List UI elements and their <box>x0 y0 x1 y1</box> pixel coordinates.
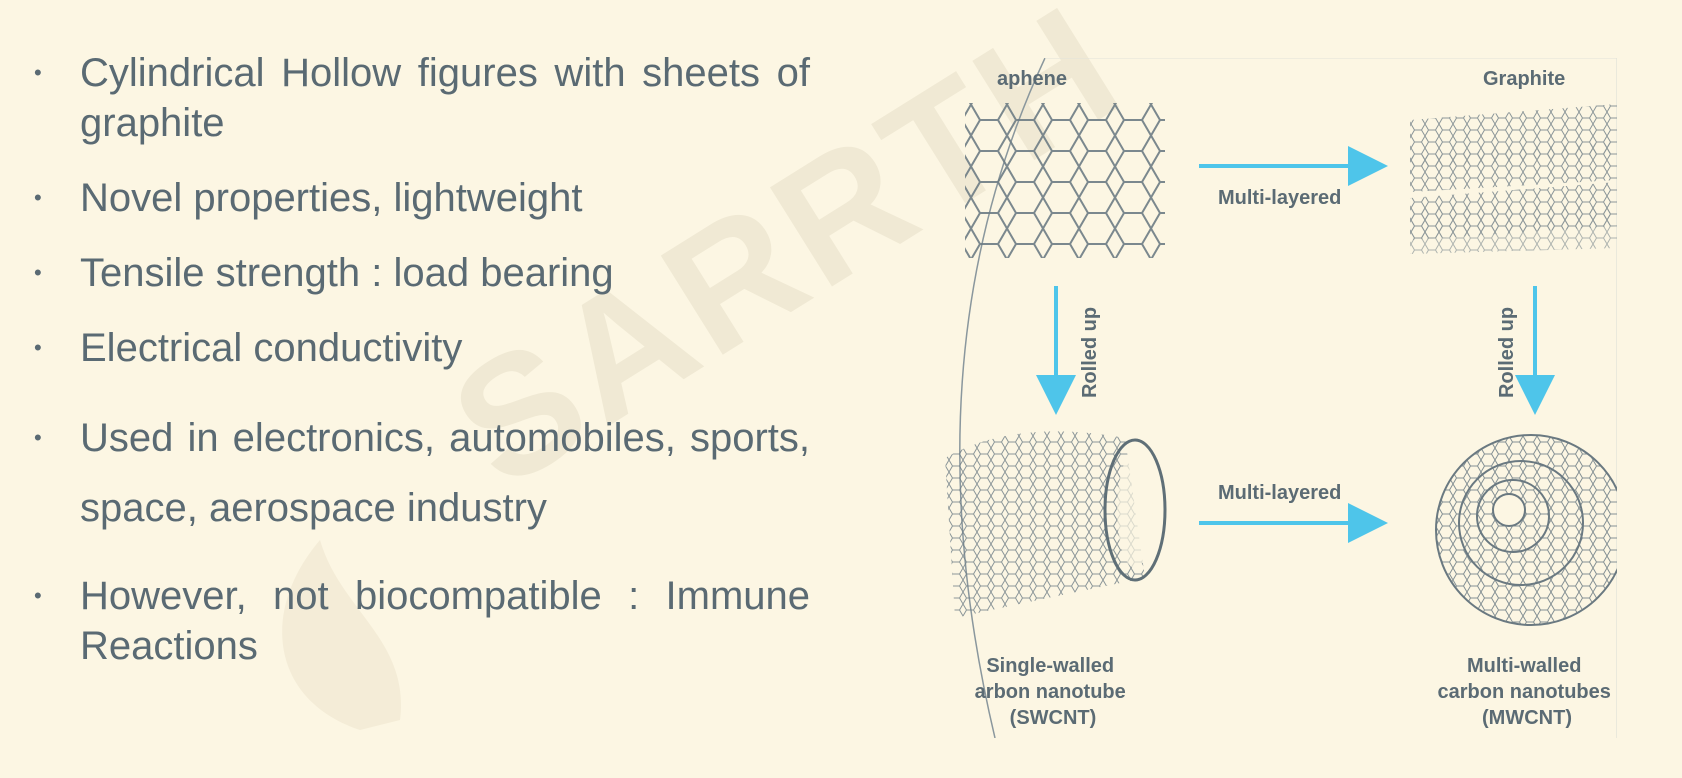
bullet-item: • Cylindrical Hollow figures with sheets… <box>30 48 810 148</box>
bullet-dot: • <box>34 60 42 85</box>
bullet-list: • Cylindrical Hollow figures with sheets… <box>30 48 810 671</box>
swcnt-line-1: Single-walled <box>986 655 1114 677</box>
mwcnt-line-1: Multi-walled <box>1467 655 1581 677</box>
bullet-dot: • <box>34 583 42 608</box>
bullet-text: Electrical conductivity <box>80 326 463 370</box>
carbon-nanotube-figure: aphene Graphite Multi-layered Rolled up … <box>935 58 1617 738</box>
graphene-sheet <box>965 103 1165 258</box>
watermark-leaf-icon <box>282 540 401 730</box>
bullet-text: Novel properties, lightweight <box>80 176 583 220</box>
mwcnt-line-2: carbon nanotubes <box>1438 681 1611 703</box>
bullet-item: • Tensile strength : load bearing <box>30 248 810 298</box>
mwcnt-line-3: (MWCNT) <box>1482 707 1572 729</box>
graphene-label: aphene <box>997 68 1067 90</box>
bullet-text: Tensile strength : load bearing <box>80 251 614 295</box>
bullet-item: • Used in electronics, automobiles, spor… <box>30 403 810 543</box>
graphite-label: Graphite <box>1483 68 1565 90</box>
bullet-dot: • <box>34 335 42 360</box>
rolled-up-label-left: Rolled up <box>1079 307 1101 398</box>
mwcnt-caption: Multi-walled carbon nanotubes (MWCNT) <box>1438 655 1617 729</box>
swcnt-tube <box>945 431 1167 618</box>
bullet-text: Cylindrical Hollow figures with sheets o… <box>80 51 810 145</box>
bullet-text: However, not biocompatible : Immune Reac… <box>80 574 810 668</box>
swcnt-line-2: arbon nanotube <box>975 681 1126 703</box>
bullet-dot: • <box>34 185 42 210</box>
bullet-dot: • <box>34 260 42 285</box>
graphite-stack <box>1410 104 1617 254</box>
swcnt-line-3: (SWCNT) <box>1010 707 1097 729</box>
arrow-top-label: Multi-layered <box>1218 187 1341 209</box>
bullet-text: Used in electronics, automobiles, sports… <box>80 416 810 530</box>
bullet-item: • Electrical conductivity <box>30 323 810 373</box>
bullet-dot: • <box>34 425 42 450</box>
bullet-item: • However, not biocompatible : Immune Re… <box>30 571 810 671</box>
bullet-item: • Novel properties, lightweight <box>30 173 810 223</box>
figure-svg: aphene Graphite Multi-layered Rolled up … <box>945 58 1617 738</box>
rolled-up-label-right: Rolled up <box>1496 307 1518 398</box>
mwcnt-tube <box>1435 434 1617 626</box>
arrow-bottom-label: Multi-layered <box>1218 482 1341 504</box>
swcnt-caption: Single-walled arbon nanotube (SWCNT) <box>975 655 1132 729</box>
